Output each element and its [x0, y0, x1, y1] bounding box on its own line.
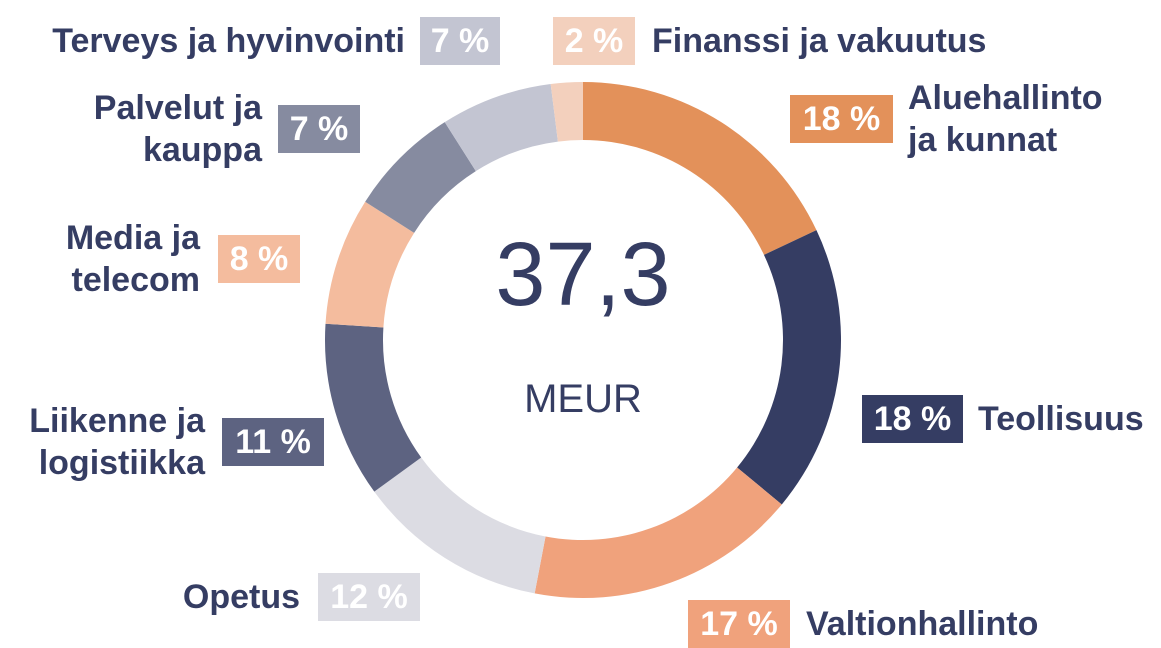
donut-segment: [374, 457, 546, 594]
category-label: Aluehallinto ja kunnat: [908, 79, 1103, 159]
donut-segment: [737, 230, 842, 505]
category-label: Liikenne ja logistiikka: [29, 402, 205, 482]
value-badge: 2 %: [553, 17, 635, 65]
value-badge: 18 %: [790, 95, 893, 143]
donut-segment: [583, 82, 817, 255]
donut-segment: [365, 122, 476, 233]
value-badge: 17 %: [688, 600, 790, 648]
donut-segment: [550, 82, 583, 142]
donut-segment: [534, 467, 782, 598]
category-label: Valtionhallinto: [806, 605, 1039, 643]
donut-segment: [325, 201, 415, 328]
category-label: Opetus: [182, 578, 300, 616]
category-label: Palvelut ja kauppa: [93, 89, 262, 169]
donut-segment: [444, 84, 558, 172]
value-badge: 7 %: [420, 17, 500, 65]
value-badge: 18 %: [862, 395, 963, 443]
category-label: Finanssi ja vakuutus: [652, 22, 987, 60]
category-label: Terveys ja hyvinvointi: [52, 22, 405, 60]
category-label: Media ja telecom: [65, 219, 200, 299]
donut-segment: [325, 323, 422, 492]
value-badge: 11 %: [222, 418, 324, 466]
center-value: 37,3: [495, 225, 670, 325]
value-badge: 12 %: [318, 573, 420, 621]
value-badge: 7 %: [278, 105, 360, 153]
center-unit: MEUR: [524, 377, 642, 421]
category-label: Teollisuus: [978, 400, 1144, 438]
value-badge: 8 %: [218, 235, 300, 283]
